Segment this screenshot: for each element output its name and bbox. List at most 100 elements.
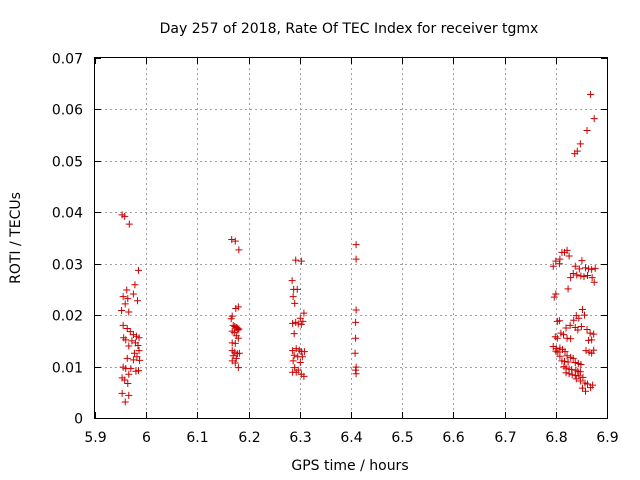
data-point — [235, 246, 243, 254]
grid-layer — [95, 58, 607, 418]
data-point — [552, 257, 560, 265]
data-point — [561, 348, 569, 356]
data-point — [588, 336, 596, 344]
x-tick-label: 6.1 — [186, 430, 208, 446]
data-point — [121, 376, 129, 384]
data-point — [228, 339, 236, 347]
data-point — [300, 348, 308, 356]
data-point — [121, 398, 129, 406]
data-point — [575, 314, 583, 322]
tick-layer: 5.9 6 6.1 6.2 6.3 6.4 6.5 6.6 6.7 6.8 6.9 0 0.01 0.02… — [52, 52, 619, 447]
data-point — [564, 358, 572, 366]
data-point — [121, 212, 129, 220]
data-point — [292, 256, 300, 264]
data-point — [231, 339, 239, 347]
data-point — [123, 286, 131, 294]
data-point — [565, 370, 573, 378]
data-point — [571, 358, 579, 366]
data-point — [129, 331, 137, 339]
data-point — [135, 334, 143, 342]
data-point — [125, 391, 133, 399]
data-point — [124, 295, 132, 303]
data-point — [549, 262, 557, 270]
data-point — [234, 364, 242, 372]
plot-frame — [94, 57, 608, 419]
data-point — [590, 278, 598, 286]
x-tick-label: 6.2 — [238, 430, 260, 446]
data-point — [579, 373, 587, 381]
data-point — [553, 334, 561, 342]
data-point — [125, 370, 133, 378]
data-point — [566, 321, 574, 329]
data-point — [123, 325, 131, 333]
data-point — [134, 341, 142, 349]
data-point — [135, 347, 143, 355]
data-point — [588, 274, 596, 282]
data-point — [580, 311, 588, 319]
data-point — [126, 328, 134, 336]
data-point — [292, 368, 300, 376]
data-point — [352, 306, 360, 314]
data-point — [590, 346, 598, 354]
data-point — [583, 326, 591, 334]
data-point — [297, 257, 305, 265]
data-point — [568, 371, 576, 379]
data-point — [565, 252, 573, 260]
data-point — [288, 277, 296, 285]
x-tick-label: 6.6 — [442, 430, 464, 446]
data-point — [552, 290, 560, 298]
data-point — [575, 265, 583, 273]
data-point — [136, 356, 144, 364]
y-tick-label: 0.04 — [52, 206, 83, 222]
y-tick-label: 0.06 — [52, 103, 83, 119]
data-point — [291, 364, 299, 372]
data-point — [567, 274, 575, 282]
data-point — [121, 300, 129, 308]
data-point — [584, 380, 592, 388]
data-point — [582, 347, 590, 355]
y-tick-label: 0.05 — [52, 155, 83, 171]
data-point — [122, 336, 130, 344]
data-point — [118, 389, 126, 397]
data-point — [590, 115, 598, 123]
data-point — [351, 349, 359, 357]
data-point — [289, 319, 297, 327]
data-point — [292, 345, 300, 353]
data-point — [352, 363, 360, 371]
data-point — [352, 334, 360, 342]
data-point — [557, 329, 565, 337]
x-tick-label: 6.7 — [494, 430, 516, 446]
x-tick-label: 6.9 — [596, 430, 618, 446]
data-point — [294, 320, 302, 328]
data-point — [125, 220, 133, 228]
data-point — [235, 325, 243, 333]
data-point — [574, 326, 582, 334]
data-point — [299, 317, 307, 325]
data-point — [576, 140, 584, 148]
data-point — [293, 285, 301, 293]
data-point — [227, 315, 235, 323]
data-point — [234, 326, 242, 334]
data-point — [298, 353, 306, 361]
data-point — [124, 380, 132, 388]
data-point — [129, 356, 137, 364]
data-point — [571, 371, 579, 379]
data-point — [352, 241, 360, 249]
x-tick-label: 6.8 — [545, 430, 567, 446]
data-point — [129, 290, 137, 298]
x-tick-label: 5.9 — [84, 430, 106, 446]
data-point — [352, 318, 360, 326]
data-point — [573, 271, 581, 279]
data-point — [232, 354, 240, 362]
marker-layer — [118, 91, 599, 406]
data-point — [562, 369, 570, 377]
data-point — [290, 351, 298, 359]
data-point — [586, 329, 594, 337]
data-point — [555, 317, 563, 325]
data-point — [296, 358, 304, 366]
data-point — [577, 361, 585, 369]
data-point — [588, 265, 596, 273]
data-point — [581, 264, 589, 272]
data-point — [591, 264, 599, 272]
